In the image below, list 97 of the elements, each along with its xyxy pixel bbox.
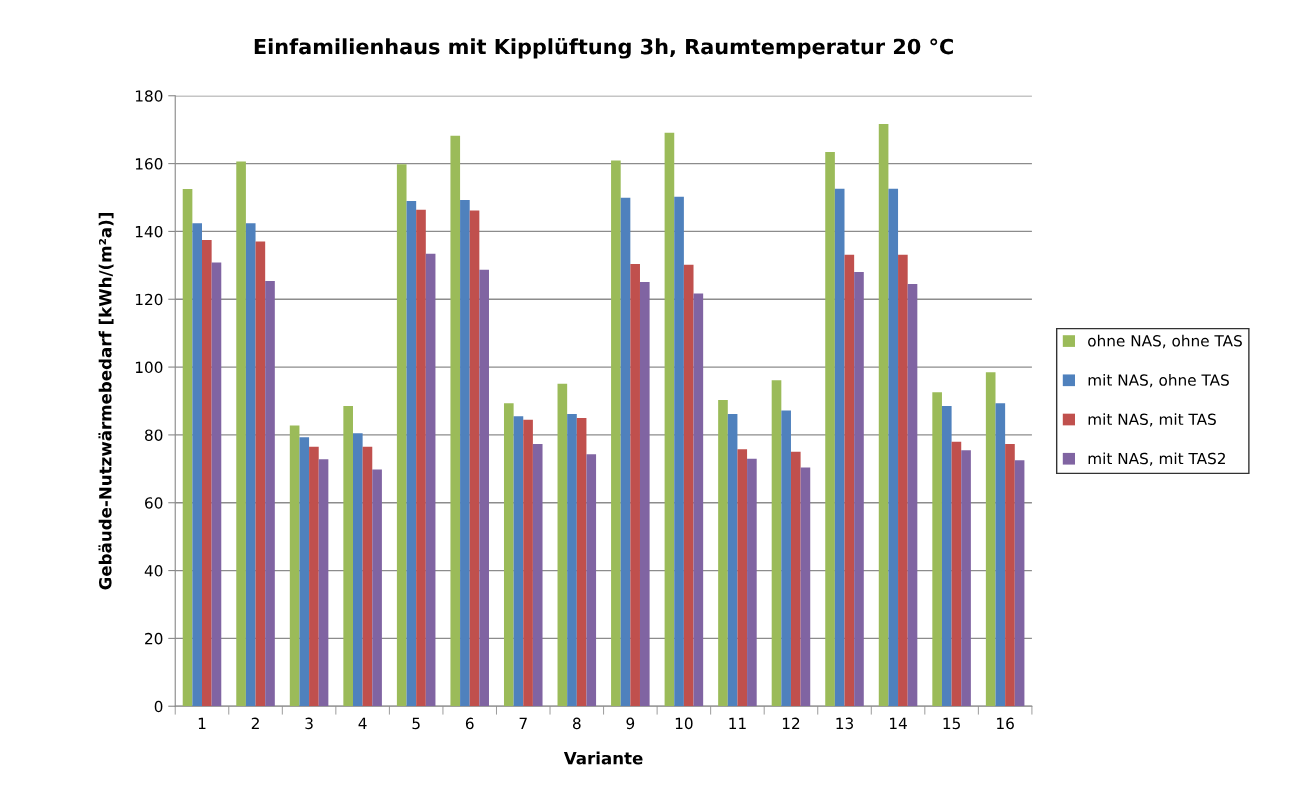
bar (771, 380, 782, 707)
bar (299, 437, 310, 707)
bar (469, 210, 480, 707)
y-axis-title: Gebäude-Nutzwärmebedarf [kWh/(m²a)] (98, 213, 114, 590)
bar (611, 160, 621, 707)
chart-title: Einfamilienhaus mit Kipplüftung 3h, Raumtemperatur 20 °C (254, 37, 953, 59)
bar (318, 459, 329, 707)
bar (236, 161, 246, 707)
bar (513, 416, 524, 707)
bar (674, 196, 684, 707)
bar (557, 383, 568, 707)
x-tick-label: 2 (251, 717, 259, 729)
y-tick-label: 0 (154, 700, 163, 713)
bar (416, 209, 426, 707)
bar (586, 454, 597, 707)
bar (781, 410, 791, 707)
x-tick-label: 15 (943, 717, 960, 730)
x-tick-label: 12 (782, 717, 800, 729)
legend-label: ohne NAS, ohne TAS (1088, 334, 1242, 349)
bar (425, 253, 436, 707)
y-tick-label: 160 (135, 158, 163, 170)
bar (255, 241, 266, 707)
bar (985, 372, 996, 707)
legend-label: mit NAS, mit TAS2 (1088, 452, 1225, 466)
bar (576, 417, 587, 707)
legend-label: mit NAS, mit TAS (1088, 413, 1216, 427)
bar (192, 223, 202, 707)
bar (567, 413, 577, 707)
bar (941, 406, 952, 707)
x-tick-label: 6 (465, 717, 474, 730)
bar (907, 283, 918, 707)
x-tick-label: 7 (519, 717, 527, 729)
x-tick-label: 13 (836, 717, 854, 730)
x-tick-label: 11 (729, 717, 746, 729)
bar (182, 189, 193, 707)
bar (951, 441, 962, 707)
x-tick-label: 8 (572, 717, 581, 730)
y-tick-label: 100 (135, 361, 163, 374)
x-tick-label: 10 (675, 717, 693, 730)
bar (265, 280, 275, 707)
y-tick-label: 60 (145, 497, 163, 509)
x-tick-label: 4 (358, 717, 367, 729)
x-tick-label: 3 (305, 717, 313, 730)
y-tick-label: 80 (145, 429, 163, 441)
bar (211, 262, 222, 707)
y-tick-label: 20 (145, 632, 163, 645)
bar (396, 164, 407, 707)
bar (202, 239, 212, 707)
bar (854, 272, 864, 707)
bar (844, 254, 855, 707)
bar (932, 392, 942, 707)
bar (737, 449, 748, 707)
bar (683, 264, 694, 707)
bar (630, 263, 640, 707)
bar (790, 451, 801, 707)
bar (639, 281, 650, 707)
bar (450, 135, 461, 707)
bar (693, 293, 704, 707)
bar (406, 200, 417, 707)
x-tick-label: 16 (997, 717, 1014, 730)
x-tick-label: 5 (412, 717, 420, 730)
bar (620, 197, 631, 707)
bar (352, 433, 363, 707)
bar (479, 269, 489, 707)
bar (747, 458, 757, 707)
bar (460, 199, 470, 707)
bar (532, 444, 543, 707)
bar (289, 425, 300, 707)
bar (834, 188, 845, 707)
bar (245, 223, 256, 707)
y-tick-label: 40 (144, 565, 163, 577)
bar (362, 446, 373, 707)
bar (309, 446, 319, 707)
bar (727, 413, 738, 707)
bar (503, 403, 514, 707)
bar (878, 123, 889, 707)
y-tick-label: 180 (135, 90, 163, 102)
bar (888, 188, 899, 707)
legend-label: mit NAS, ohne TAS (1088, 373, 1229, 388)
bar (1014, 460, 1025, 707)
y-tick-label: 120 (135, 293, 163, 306)
bar (1005, 444, 1015, 707)
x-axis-title: Variante (563, 751, 643, 765)
bar (898, 254, 908, 707)
x-tick-label: 14 (890, 717, 907, 729)
y-tick-label: 140 (135, 225, 163, 238)
x-tick-label: 9 (626, 717, 635, 730)
bar (664, 132, 675, 707)
bar (718, 399, 728, 707)
bar (825, 152, 835, 707)
bar (523, 419, 533, 707)
bar (961, 450, 971, 707)
x-tick-label: 1 (198, 717, 206, 729)
bar (800, 467, 811, 707)
bar (372, 469, 382, 707)
bar (343, 406, 353, 707)
bar (995, 403, 1006, 707)
